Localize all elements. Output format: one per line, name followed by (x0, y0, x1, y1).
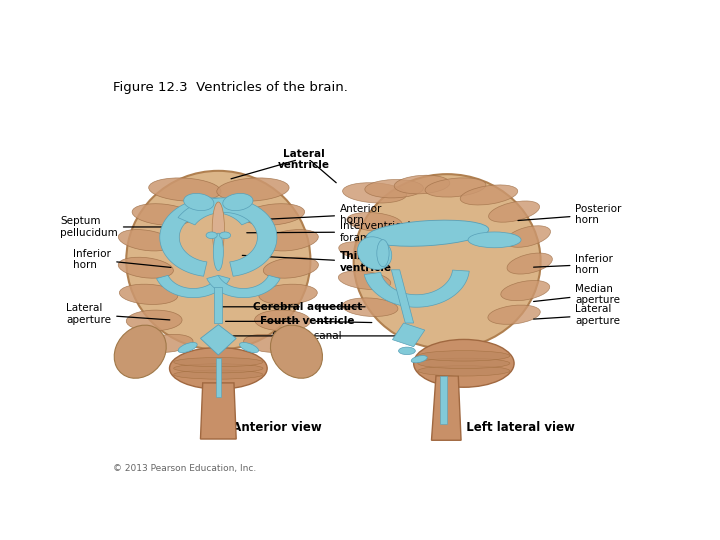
Ellipse shape (118, 257, 174, 278)
Ellipse shape (169, 348, 267, 389)
Ellipse shape (399, 347, 415, 355)
Polygon shape (156, 275, 230, 298)
Ellipse shape (425, 178, 486, 197)
Ellipse shape (143, 334, 193, 353)
Ellipse shape (174, 364, 263, 373)
Ellipse shape (418, 366, 510, 376)
Ellipse shape (366, 220, 489, 246)
Ellipse shape (126, 171, 310, 349)
Ellipse shape (264, 230, 318, 251)
Text: Third
ventricle: Third ventricle (243, 251, 392, 273)
Ellipse shape (413, 340, 514, 387)
Ellipse shape (206, 232, 217, 239)
Text: Inferior
horn: Inferior horn (534, 254, 613, 275)
Ellipse shape (126, 310, 182, 331)
Ellipse shape (178, 342, 197, 353)
Text: Septum
pellucidum: Septum pellucidum (60, 216, 181, 238)
Text: Posterior
horn: Posterior horn (518, 204, 622, 225)
Ellipse shape (338, 271, 391, 289)
Ellipse shape (365, 179, 423, 198)
Ellipse shape (220, 232, 230, 239)
Ellipse shape (501, 280, 549, 301)
Ellipse shape (243, 204, 305, 225)
Ellipse shape (213, 233, 223, 271)
Ellipse shape (174, 357, 263, 367)
Ellipse shape (174, 370, 263, 379)
Text: (b): (b) (438, 421, 459, 434)
Polygon shape (178, 198, 277, 276)
Ellipse shape (149, 178, 221, 201)
Ellipse shape (354, 174, 541, 349)
Ellipse shape (418, 358, 510, 368)
Polygon shape (441, 376, 447, 424)
Polygon shape (160, 198, 258, 276)
Ellipse shape (460, 185, 518, 205)
Text: Anterior view: Anterior view (224, 421, 322, 434)
Ellipse shape (222, 193, 253, 211)
Text: Cerebral aqueduct: Cerebral aqueduct (253, 302, 362, 312)
Text: Lateral
aperture: Lateral aperture (534, 305, 621, 326)
Ellipse shape (505, 226, 551, 247)
Polygon shape (207, 275, 280, 298)
Ellipse shape (120, 284, 178, 305)
Text: Median
aperture: Median aperture (534, 284, 621, 305)
Polygon shape (200, 383, 236, 439)
Ellipse shape (184, 193, 214, 211)
Text: Interventricular
foramen: Interventricular foramen (247, 221, 421, 243)
Polygon shape (200, 325, 236, 355)
Polygon shape (364, 270, 469, 307)
Ellipse shape (357, 237, 392, 269)
Ellipse shape (342, 298, 398, 316)
Polygon shape (215, 287, 222, 323)
Text: Inferior
horn: Inferior horn (73, 248, 171, 270)
Ellipse shape (255, 310, 310, 331)
Ellipse shape (118, 230, 174, 251)
Ellipse shape (217, 178, 289, 201)
Text: (a): (a) (204, 421, 224, 434)
Text: Figure 12.3  Ventricles of the brain.: Figure 12.3 Ventricles of the brain. (114, 80, 348, 93)
Ellipse shape (240, 342, 258, 353)
Ellipse shape (347, 212, 402, 232)
Ellipse shape (507, 253, 552, 274)
Polygon shape (392, 323, 425, 347)
Ellipse shape (212, 202, 225, 256)
Ellipse shape (264, 257, 318, 278)
Ellipse shape (489, 201, 539, 222)
Ellipse shape (377, 240, 389, 267)
Ellipse shape (394, 176, 450, 194)
Ellipse shape (132, 204, 193, 225)
Polygon shape (431, 376, 461, 440)
Ellipse shape (343, 183, 407, 203)
Ellipse shape (488, 305, 540, 325)
Ellipse shape (259, 284, 318, 305)
Ellipse shape (114, 325, 166, 378)
Text: Central canal: Central canal (271, 331, 341, 341)
Text: © 2013 Pearson Education, Inc.: © 2013 Pearson Education, Inc. (114, 464, 257, 473)
Ellipse shape (243, 334, 294, 353)
Ellipse shape (411, 355, 427, 363)
Ellipse shape (468, 232, 521, 248)
Ellipse shape (338, 242, 388, 260)
Text: Anterior
horn: Anterior horn (248, 204, 382, 225)
Polygon shape (215, 358, 221, 397)
Polygon shape (392, 270, 414, 323)
Ellipse shape (271, 325, 323, 378)
Text: Left lateral view: Left lateral view (459, 421, 575, 434)
Ellipse shape (418, 350, 510, 361)
Text: Fourth ventricle: Fourth ventricle (261, 316, 355, 326)
Text: Lateral
ventricle: Lateral ventricle (278, 149, 330, 171)
Text: Lateral
aperture: Lateral aperture (66, 303, 170, 325)
